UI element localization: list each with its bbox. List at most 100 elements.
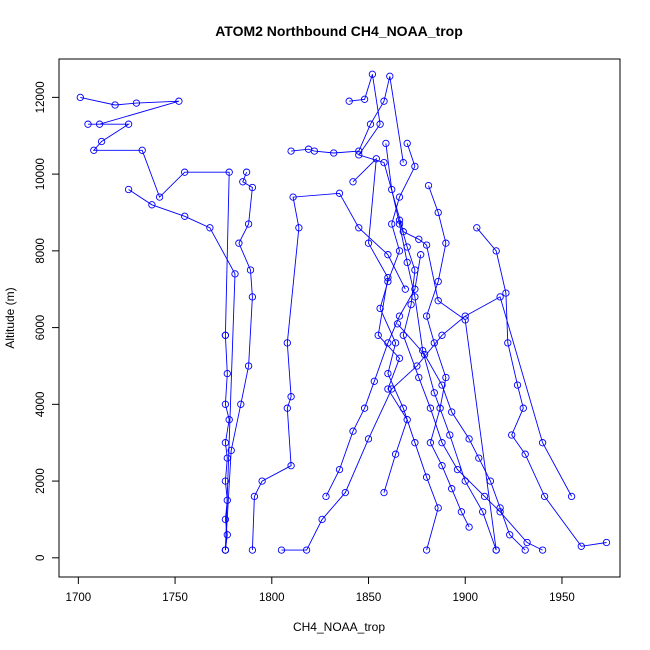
- data-point: [413, 362, 421, 370]
- data-point: [411, 266, 419, 274]
- data-point: [395, 220, 404, 228]
- data-point: [223, 496, 231, 504]
- data-point: [479, 508, 487, 516]
- data-point: [155, 193, 164, 201]
- data-point: [138, 146, 146, 154]
- data-point: [221, 400, 230, 408]
- data-point: [403, 243, 411, 251]
- y-tick-label: 8000: [35, 238, 47, 264]
- data-point: [384, 251, 392, 259]
- data-point: [384, 339, 392, 347]
- series-line-profile-12: [476, 227, 607, 547]
- data-point: [225, 416, 233, 424]
- data-point: [506, 531, 514, 539]
- series-line-profile-10: [385, 143, 497, 551]
- data-point: [395, 193, 404, 201]
- data-point: [310, 147, 319, 155]
- data-point: [399, 404, 407, 412]
- y-tick-label: 2000: [35, 468, 47, 494]
- data-point: [244, 362, 253, 370]
- data-point: [366, 120, 375, 128]
- data-point: [335, 465, 344, 474]
- data-point: [388, 220, 396, 228]
- data-point: [434, 504, 442, 512]
- data-point: [355, 151, 363, 159]
- data-point: [496, 508, 504, 516]
- data-point: [283, 339, 291, 347]
- data-point: [395, 312, 404, 320]
- y-tick-label: 6000: [35, 315, 47, 341]
- data-point: [453, 465, 462, 474]
- data-point: [227, 446, 235, 455]
- data-point: [283, 404, 291, 412]
- points-layer: [76, 70, 611, 554]
- data-point: [395, 216, 404, 224]
- data-point: [442, 373, 450, 382]
- data-point: [438, 381, 446, 389]
- data-point: [602, 538, 611, 547]
- data-point: [181, 212, 189, 220]
- data-point: [341, 488, 349, 497]
- data-point: [384, 385, 392, 393]
- data-point: [399, 158, 407, 167]
- data-point: [395, 247, 404, 255]
- data-point: [403, 139, 411, 148]
- data-point: [434, 277, 442, 286]
- data-point: [438, 439, 446, 447]
- data-point: [382, 139, 390, 148]
- data-point: [521, 450, 529, 458]
- data-point: [461, 477, 469, 485]
- data-point: [287, 147, 295, 155]
- series-line-profile-15: [426, 185, 470, 528]
- data-point: [380, 97, 388, 105]
- data-point: [448, 408, 456, 416]
- data-point: [486, 477, 495, 485]
- series-line-profile-5: [251, 192, 406, 551]
- data-point: [374, 331, 382, 339]
- data-point: [302, 546, 311, 554]
- data-point: [225, 168, 233, 176]
- data-point: [246, 266, 255, 274]
- data-point: [422, 312, 431, 320]
- data-point: [248, 293, 257, 301]
- data-point: [407, 300, 415, 309]
- data-point: [403, 416, 411, 424]
- data-point: [95, 120, 104, 128]
- data-point: [422, 473, 431, 481]
- data-point: [426, 404, 435, 412]
- data-point: [422, 241, 431, 249]
- data-point: [438, 331, 446, 339]
- data-point: [496, 293, 504, 301]
- data-point: [521, 546, 529, 554]
- data-point: [287, 462, 295, 470]
- data-point: [318, 515, 326, 524]
- data-point: [496, 504, 504, 512]
- data-point: [457, 508, 466, 516]
- data-point: [132, 99, 141, 107]
- data-point: [386, 72, 394, 80]
- data-point: [391, 450, 400, 458]
- data-point: [206, 224, 214, 232]
- data-point: [504, 339, 512, 347]
- data-point: [513, 381, 522, 389]
- data-point: [399, 228, 407, 236]
- data-point: [577, 542, 585, 550]
- data-point: [448, 485, 456, 493]
- data-point: [124, 185, 133, 194]
- data-point: [540, 492, 549, 501]
- data-point: [411, 293, 419, 301]
- data-point: [411, 162, 419, 171]
- data-point: [567, 492, 576, 501]
- data-point: [384, 277, 392, 286]
- data-point: [376, 304, 384, 313]
- data-point: [538, 546, 547, 554]
- data-point: [124, 120, 133, 128]
- data-point: [248, 183, 257, 192]
- y-tick-label: 4000: [35, 392, 47, 418]
- data-point: [391, 339, 400, 347]
- data-point: [372, 155, 380, 163]
- data-point: [434, 297, 442, 305]
- data-point: [380, 488, 388, 497]
- data-point: [417, 251, 425, 259]
- data-point: [461, 312, 469, 320]
